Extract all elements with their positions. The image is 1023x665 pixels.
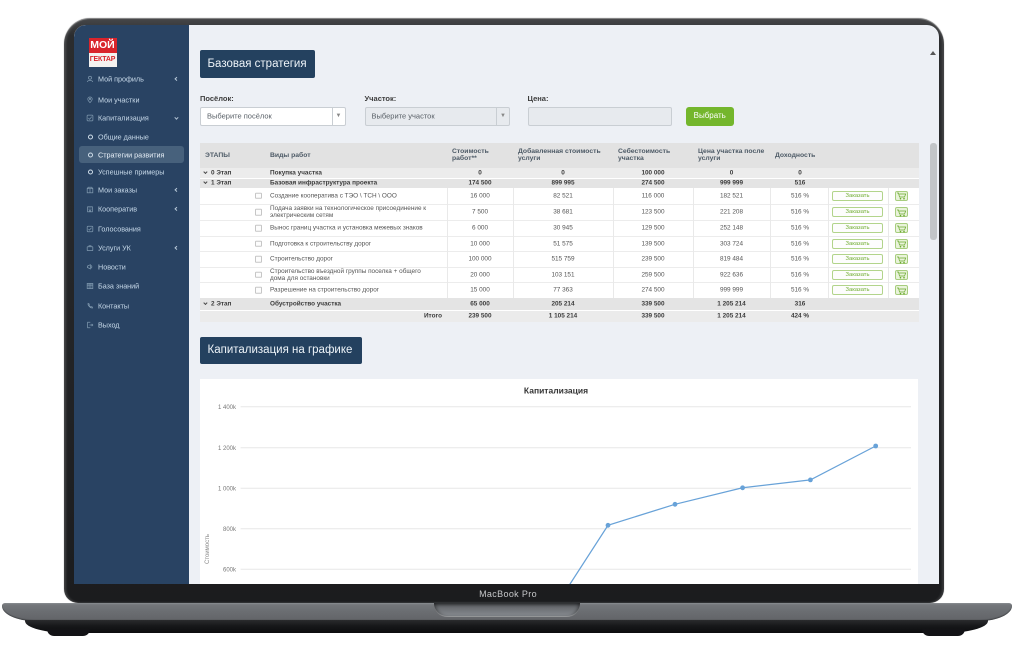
svg-text:Капитализация: Капитализация	[524, 386, 588, 396]
svg-text:1 000k: 1 000k	[218, 487, 237, 493]
svg-text:1 400k: 1 400k	[218, 405, 237, 411]
svg-text:1 200k: 1 200k	[218, 446, 237, 452]
svg-text:Стоимость: Стоимость	[205, 534, 211, 564]
svg-text:600k: 600k	[223, 568, 237, 574]
svg-text:800k: 800k	[223, 527, 237, 533]
